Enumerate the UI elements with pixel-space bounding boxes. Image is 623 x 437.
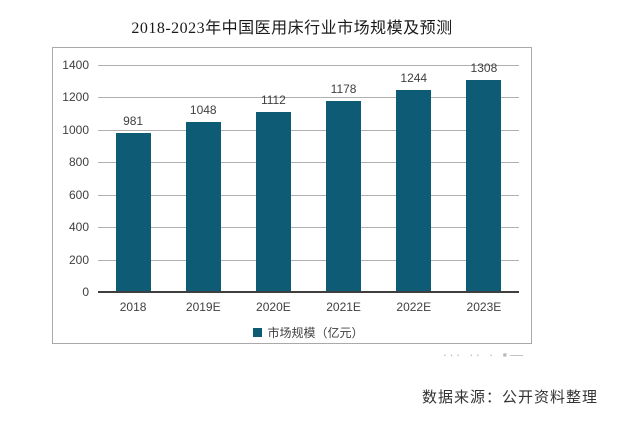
gridline [98, 162, 519, 164]
source-note: 数据来源：公开资料整理 [421, 390, 598, 406]
bar-2018 [115, 132, 151, 291]
y-tick-label: 600 [68, 187, 89, 202]
x-axis-line [98, 291, 519, 293]
clipped-watermark: ∙∙∙ ∙∙ ∙ ▪― [443, 350, 573, 359]
clipped-watermark-text: ∙∙∙ ∙∙ ∙ ▪― [443, 350, 527, 359]
bar-2023E [466, 79, 502, 291]
gridline [98, 129, 519, 131]
x-tick-label: 2023E [466, 300, 502, 314]
value-label: 1112 [260, 92, 286, 107]
legend: 市场规模（亿元） [98, 324, 519, 341]
chart-title: 2018-2023年中国医用床行业市场规模及预测 [131, 20, 453, 37]
value-label: 1244 [400, 71, 428, 86]
bar-2022E [396, 90, 432, 291]
y-tick-label: 1000 [62, 122, 89, 137]
legend-swatch-icon [253, 328, 263, 337]
value-label: 1178 [330, 81, 357, 96]
y-tick-label: 400 [68, 220, 89, 235]
gridline [98, 97, 519, 99]
legend-label: 市场规模（亿元） [267, 326, 364, 340]
x-tick-label: 2021E [326, 300, 361, 314]
y-tick-label: 1200 [62, 90, 89, 105]
x-tick-label: 2019E [185, 300, 221, 314]
x-tick-label: 2020E [256, 300, 291, 314]
y-tick-label: 800 [68, 155, 89, 170]
y-tick-label: 200 [68, 252, 89, 267]
x-tick-label: 2022E [396, 300, 432, 314]
value-label: 1048 [189, 103, 217, 118]
plot-area: 0 200 400 600 800 1000 1200 1400 981 2018 1048 2019… [62, 58, 519, 314]
y-tick-label: 1400 [62, 58, 89, 72]
gridline [98, 65, 519, 66]
value-label: 981 [123, 113, 144, 128]
chart-frame: 0 200 400 600 800 1000 1200 1400 981 2018 1048 2019… [52, 47, 532, 344]
bar-2019E [185, 122, 221, 291]
y-tick-label: 0 [82, 285, 89, 299]
value-label: 1308 [470, 60, 498, 75]
gridline [98, 227, 519, 229]
gridline [98, 194, 519, 196]
x-tick-label: 2018 [119, 300, 147, 314]
gridline [98, 259, 519, 261]
bar-2020E [255, 111, 291, 291]
bar-2021E [326, 100, 362, 291]
